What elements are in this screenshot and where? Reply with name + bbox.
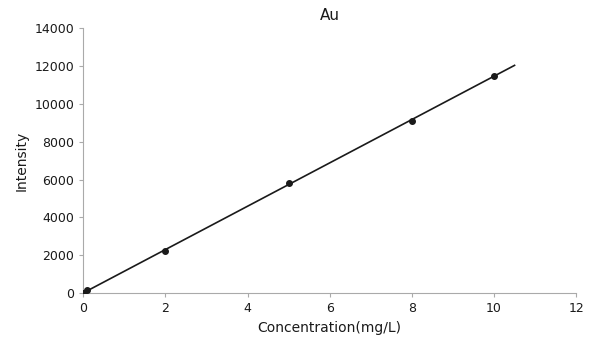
X-axis label: Concentration(mg/L): Concentration(mg/L) bbox=[258, 321, 402, 335]
Title: Au: Au bbox=[320, 8, 340, 23]
Y-axis label: Intensity: Intensity bbox=[15, 131, 29, 191]
